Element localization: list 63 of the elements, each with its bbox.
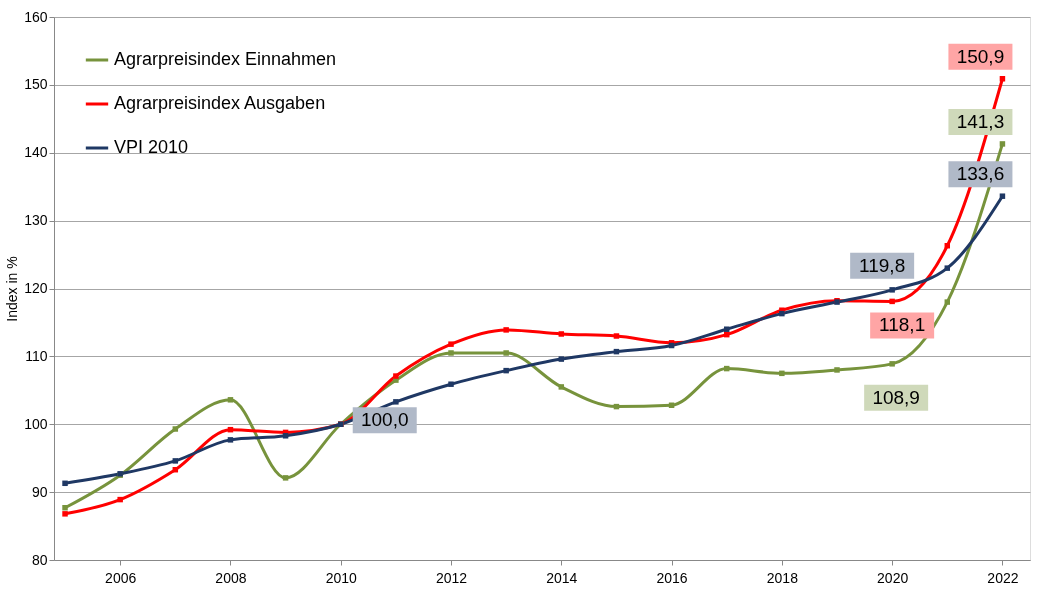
point	[834, 367, 840, 373]
legend-label: Agrarpreisindex Einnahmen	[114, 49, 337, 69]
x-tick-label: 2010	[325, 569, 358, 586]
point	[889, 298, 895, 305]
y-tick-label: 90	[31, 483, 48, 500]
y-tick-label: 160	[24, 8, 48, 25]
y-tick-label: 140	[24, 144, 48, 161]
point	[227, 437, 234, 443]
point	[723, 326, 730, 332]
legend-label: VPI 2010	[114, 137, 189, 157]
data-label: 133,6	[956, 163, 1005, 185]
x-tick-label: 2018	[766, 569, 799, 586]
data-label: 119,8	[859, 254, 906, 276]
x-tick-label: 2006	[105, 569, 137, 586]
point	[779, 310, 785, 317]
point	[227, 397, 234, 403]
point	[503, 350, 509, 356]
point	[448, 341, 454, 347]
legend-label: Agrarpreisindex Ausgaben	[114, 93, 326, 113]
x-tick-label: 2022	[987, 569, 1019, 586]
point	[117, 496, 123, 503]
point	[999, 141, 1006, 147]
point	[393, 399, 399, 405]
point	[558, 356, 565, 362]
y-tick-label: 130	[24, 212, 48, 229]
y-axis-title: Index in %	[4, 256, 21, 322]
point	[999, 76, 1006, 82]
x-tick-label: 2016	[656, 569, 688, 586]
y-tick-label: 110	[25, 347, 48, 364]
x-tick-label: 2014	[546, 569, 578, 586]
data-label: 100,0	[360, 409, 409, 431]
point	[172, 458, 179, 464]
point	[999, 193, 1006, 199]
point	[62, 505, 68, 511]
point	[889, 361, 895, 367]
point	[613, 333, 620, 339]
y-tick-label: 150	[24, 76, 48, 93]
point	[393, 373, 399, 379]
point	[62, 511, 68, 517]
point	[448, 350, 454, 356]
x-tick-label: 2012	[435, 569, 468, 586]
point	[172, 426, 179, 432]
point	[62, 480, 68, 487]
point	[503, 367, 509, 374]
point	[503, 327, 509, 333]
data-label: 118,1	[879, 314, 926, 336]
point	[558, 331, 565, 337]
point	[779, 370, 785, 377]
point	[282, 433, 289, 439]
point	[282, 475, 289, 481]
y-tick-label: 100	[24, 415, 48, 432]
point	[889, 287, 895, 293]
y-tick-label: 80	[31, 551, 48, 568]
data-label: 141,3	[956, 110, 1005, 132]
data-label: 150,9	[956, 45, 1005, 67]
point	[448, 381, 454, 387]
data-label: 108,9	[872, 386, 920, 408]
point	[944, 265, 951, 271]
point	[944, 299, 951, 305]
point	[558, 384, 565, 390]
x-tick-label: 2008	[215, 569, 247, 586]
x-tick-label: 2020	[877, 569, 909, 586]
y-tick-label: 120	[24, 280, 48, 296]
